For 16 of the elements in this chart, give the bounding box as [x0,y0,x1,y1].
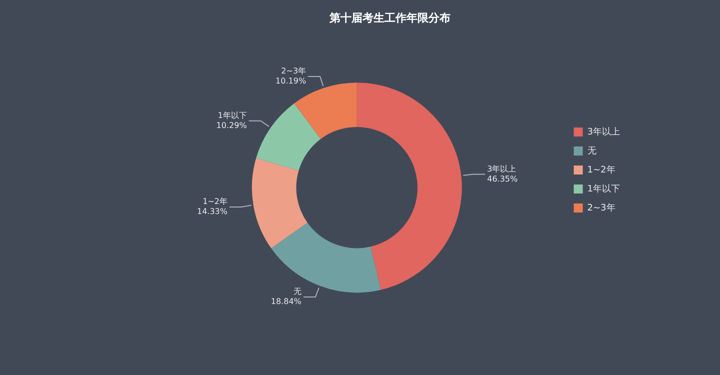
data-label: 10.19% [276,76,306,86]
legend-label: 1~2年 [587,164,616,176]
slice-label: 3年以上 [487,164,516,174]
legend-label: 2~3年 [587,202,616,214]
slice-label: 1年以下 [218,110,247,120]
slice-label: 1~2年 [202,197,228,206]
legend-label: 1年以下 [587,183,620,194]
slice-label: 无 [293,287,302,296]
legend-label: 3年以上 [587,126,620,138]
chart-title: 第十届考生工作年限分布 [328,11,450,24]
slice-label: 2~3年 [281,66,306,76]
data-label: 10.29% [216,120,248,130]
legend-label: 无 [587,146,596,156]
data-label: 46.35% [487,174,518,184]
data-label: 14.33% [196,207,228,216]
data-label: 18.84% [270,297,302,306]
